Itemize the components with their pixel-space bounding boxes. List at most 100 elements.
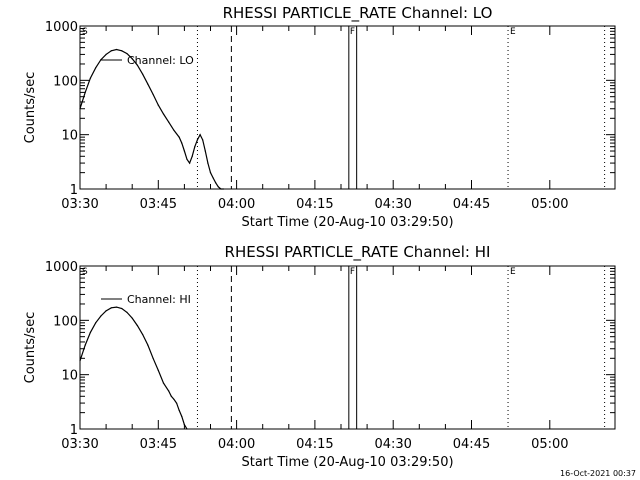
data-point [186,428,188,430]
end-marker: E [510,27,516,37]
end-marker: E [510,267,516,277]
data-point [152,93,154,96]
data-point [115,306,118,308]
data-point [126,311,128,313]
data-point [215,182,217,184]
y-tick-label: 1 [70,183,78,198]
y-tick-label: 1000 [45,20,78,35]
y-axis-label: Counts/sec [23,312,38,384]
x-tick-label: 04:15 [296,437,333,452]
x-tick-label: 05:00 [531,197,568,212]
x-tick-label: 05:00 [531,437,568,452]
data-point [79,360,81,362]
data-point [220,188,222,190]
data-point [84,91,86,93]
data-point [110,50,112,52]
x-tick-label: 04:00 [218,437,255,452]
y-tick-label: 1000 [45,260,78,275]
y-tick-label: 10 [61,129,78,144]
y-tick-label: 10 [61,369,78,384]
data-point [147,344,149,346]
data-point [100,59,102,61]
chart-title: RHESSI PARTICLE_RATE Channel: HI [225,243,491,262]
data-point [183,150,185,152]
x-tick-label: 04:30 [374,197,411,212]
chart-title: RHESSI PARTICLE_RATE Channel: LO [223,4,493,23]
generation-timestamp: 16-Oct-2021 00:37 [560,469,636,478]
data-point [204,150,206,152]
data-point [89,77,92,79]
series-line [79,306,188,430]
data-point [136,64,139,66]
data-point [157,104,159,106]
data-point [147,83,149,85]
legend-label: Channel: LO [127,54,194,67]
data-point [194,146,196,148]
data-point [142,333,144,336]
panel-hi: RHESSI PARTICLE_RATE Channel: HI 1 10 100 10… [23,243,616,470]
x-tick-label: 04:45 [453,197,490,212]
flare-marker: F [350,267,355,277]
data-point [189,162,191,164]
data-point [142,73,144,75]
x-axis-label: Start Time (20-Aug-10 03:29:50) [241,455,453,470]
x-tick-label: 04:00 [218,197,255,212]
data-point [173,398,175,401]
x-tick-label: 03:30 [61,437,98,452]
data-point [79,108,81,110]
data-point [100,315,102,317]
x-tick-label: 04:15 [296,197,333,212]
data-point [131,317,133,319]
data-point [105,53,107,56]
data-point [173,129,175,131]
data-point [121,50,123,52]
data-point [199,134,201,136]
data-point [84,344,86,346]
data-point [95,322,97,324]
flare-marker: F [350,27,355,37]
data-point [209,172,212,174]
x-tick-label: 04:30 [374,437,411,452]
data-point [183,424,185,426]
data-point [115,48,118,51]
start-marker: S [82,267,88,277]
x-tick-label: 04:45 [453,437,490,452]
data-point [162,382,165,384]
data-point [202,139,204,141]
y-tick-label: 1 [70,423,78,438]
data-point [196,139,199,141]
data-point [181,142,183,144]
data-point [175,402,178,404]
data-point [181,415,183,418]
data-point [95,67,97,69]
data-point [168,390,170,392]
data-point [217,186,219,188]
data-point [136,324,139,327]
data-point [186,158,188,161]
y-tick-label: 100 [53,314,78,329]
data-point [110,307,112,309]
data-point [212,177,214,179]
legend-label: Channel: HI [127,293,191,306]
data-point [170,395,172,397]
data-point [178,136,180,138]
y-tick-label: 100 [53,74,78,89]
x-tick-label: 03:45 [140,197,177,212]
x-tick-label: 03:45 [140,437,177,452]
x-axis-label: Start Time (20-Aug-10 03:29:50) [241,215,453,230]
data-point [105,310,107,312]
data-point [157,369,159,371]
data-point [126,53,128,55]
start-marker: S [82,27,88,37]
y-axis-label: Counts/sec [23,72,38,144]
data-point [162,113,165,115]
data-point [168,121,170,123]
data-point [131,58,133,60]
panel-lo: RHESSI PARTICLE_RATE Channel: LO 1 10 100 10… [23,4,616,230]
data-point [178,409,180,411]
data-point [89,331,92,333]
data-point [191,155,193,157]
data-point [121,307,123,310]
series-line [79,48,224,190]
